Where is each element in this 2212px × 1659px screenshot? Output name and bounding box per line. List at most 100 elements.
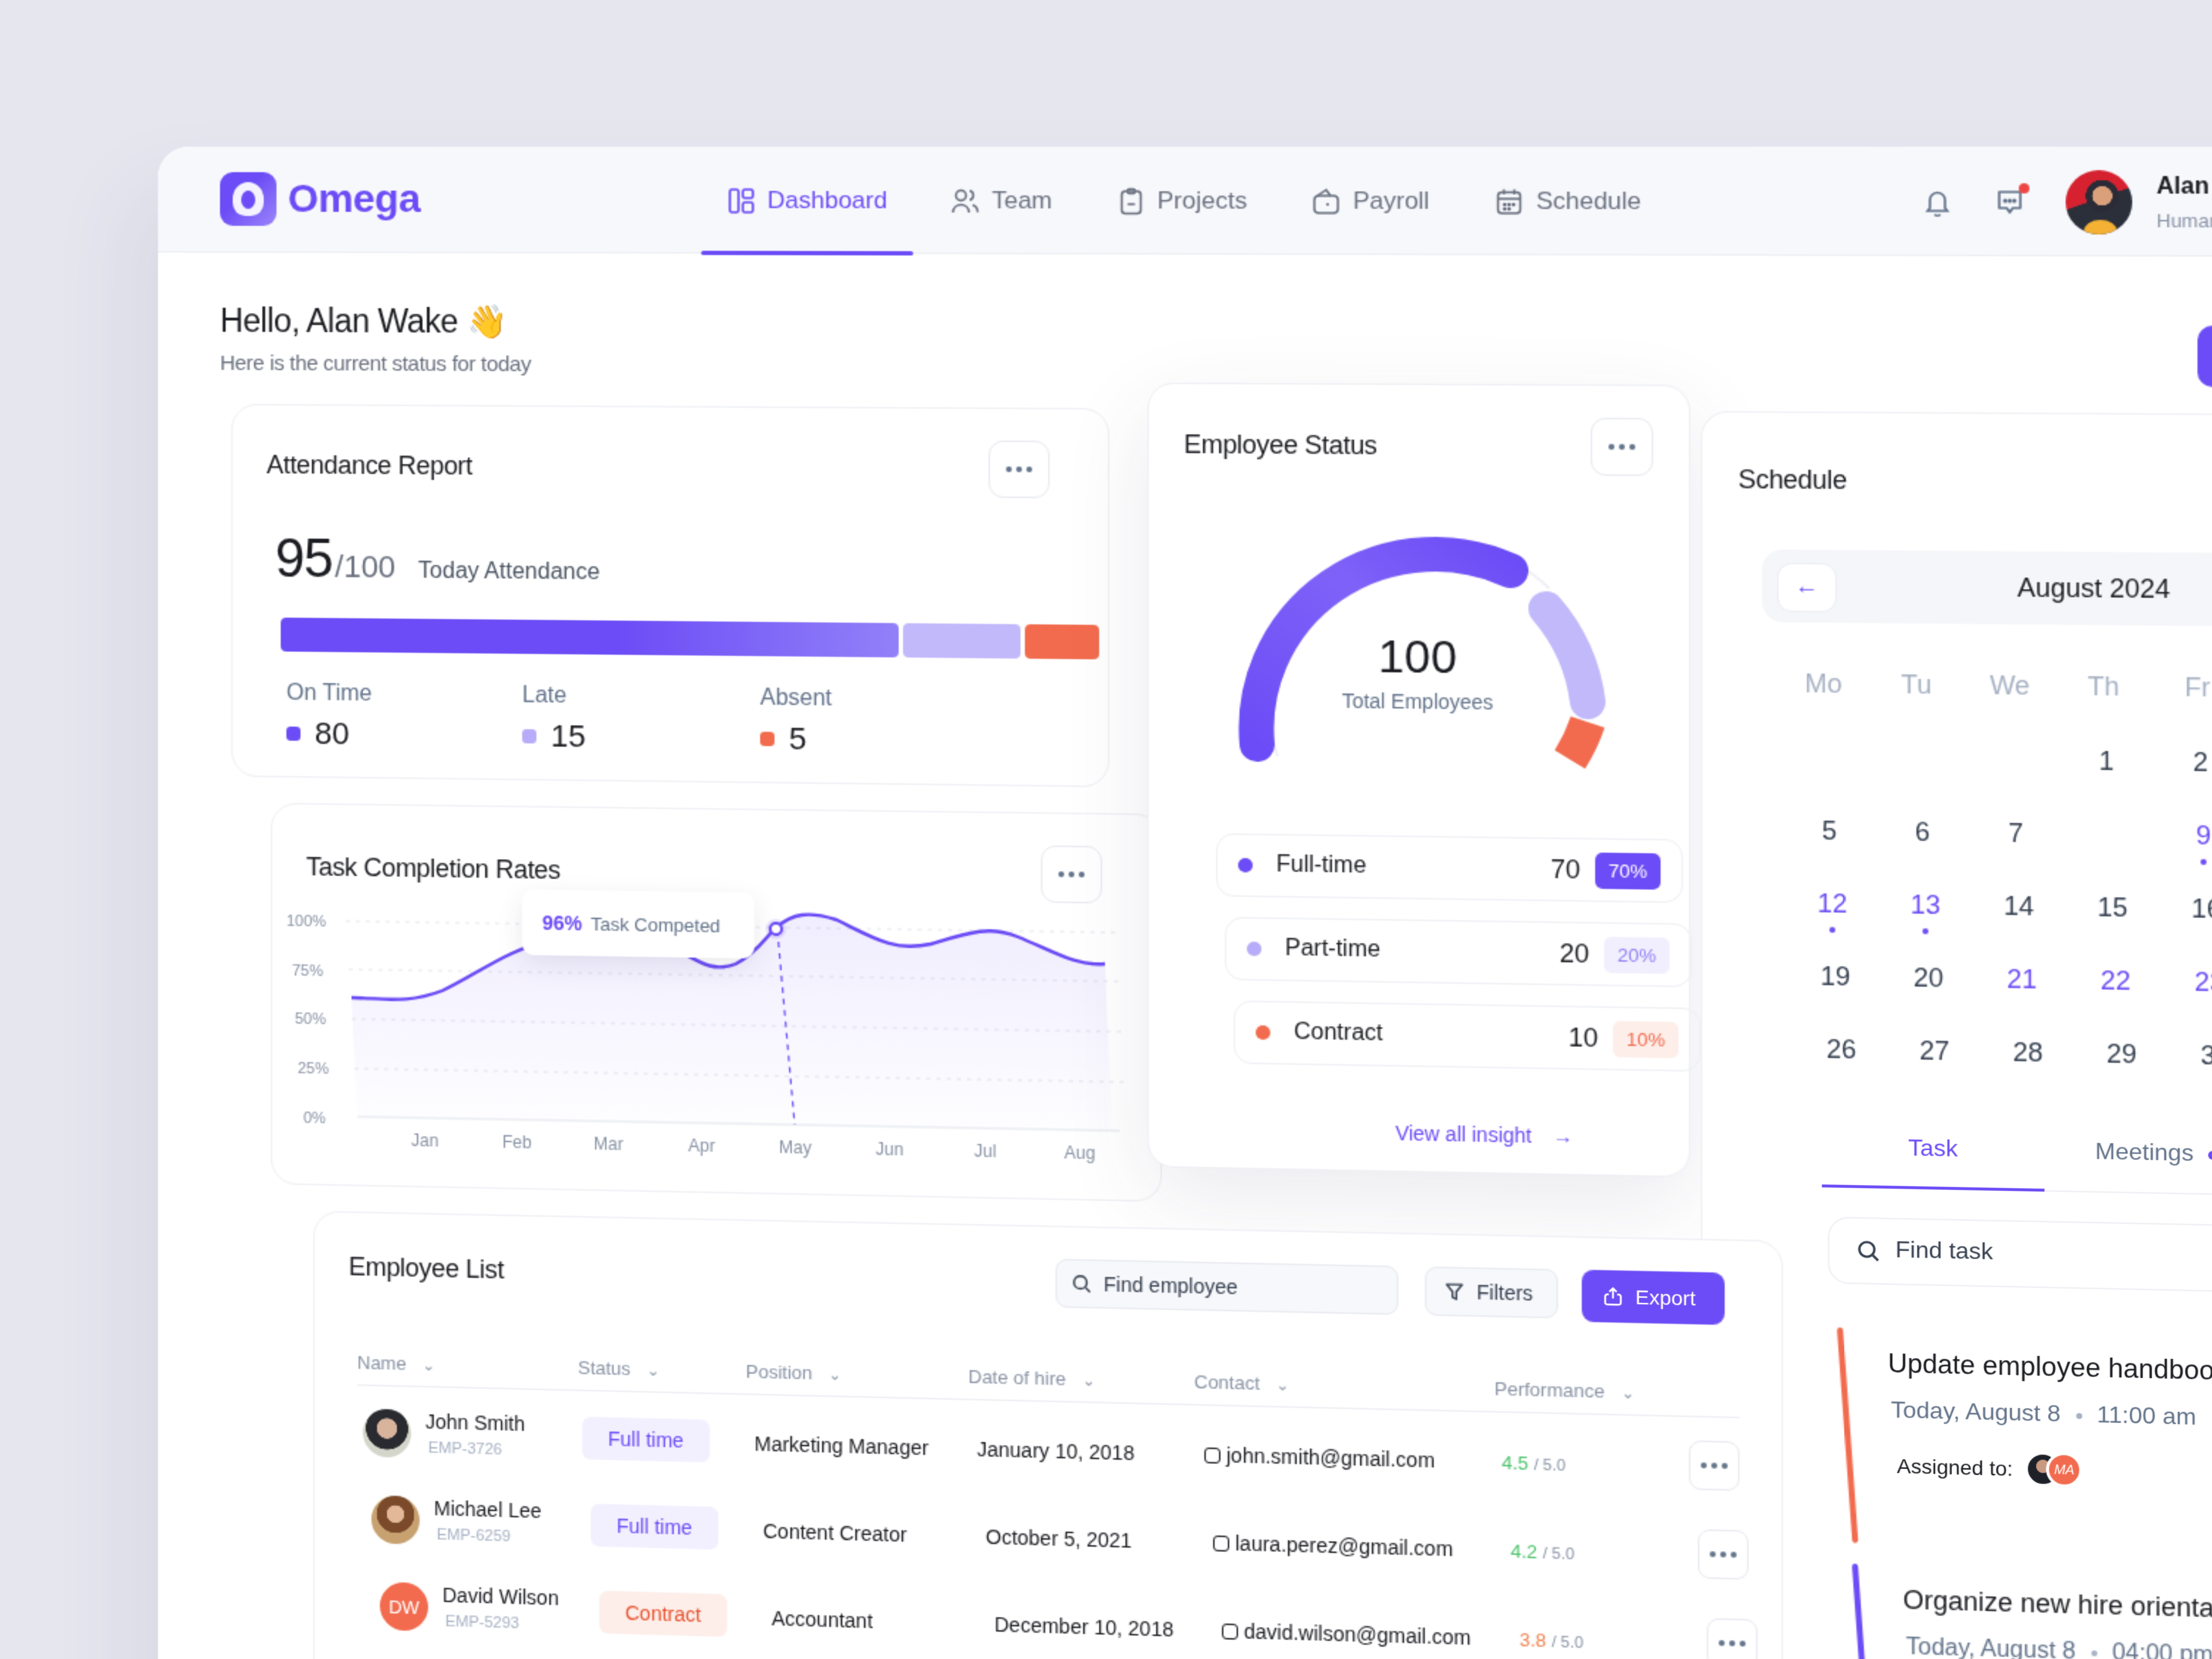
column-header-contact[interactable]: Contact bbox=[1194, 1371, 1289, 1395]
email-contact[interactable]: laura.perez@gmail.com bbox=[1213, 1531, 1453, 1560]
more-options-button[interactable] bbox=[988, 440, 1050, 499]
nav-projects[interactable]: Projects bbox=[1084, 147, 1279, 254]
export-button[interactable]: Ex bbox=[2197, 325, 2212, 388]
row-more-button[interactable] bbox=[1698, 1529, 1749, 1580]
total-employees-value: 100 bbox=[1378, 630, 1457, 683]
on-time-swatch bbox=[286, 726, 301, 741]
y-tick: 50% bbox=[295, 1010, 326, 1028]
calendar-day-range[interactable]: 23 bbox=[2194, 967, 2212, 997]
nav-label: Projects bbox=[1157, 186, 1247, 214]
user-name: Alan Peter W bbox=[2156, 174, 2212, 199]
find-employee-placeholder: Find employee bbox=[1103, 1272, 1238, 1299]
calendar-day[interactable]: 14 bbox=[2004, 891, 2034, 921]
calendar-day[interactable]: 16 bbox=[2191, 894, 2212, 924]
task-item[interactable]: Update employee handbook Today, August 8… bbox=[1836, 1327, 2212, 1543]
calendar-day[interactable]: 15 bbox=[2097, 893, 2128, 923]
calendar-day[interactable]: 19 bbox=[1820, 961, 1851, 992]
calendar-day-today[interactable]: 8 bbox=[2063, 819, 2157, 856]
status-row-contract[interactable]: Contract 10 10% bbox=[1234, 1000, 1701, 1072]
attendance-label: Today Attendance bbox=[418, 559, 600, 585]
gauge-center: 100 Total Employees bbox=[1149, 628, 1689, 716]
prev-month-button[interactable]: ← bbox=[1777, 562, 1837, 613]
task-color-bar bbox=[1836, 1327, 1859, 1543]
nav-label: Team bbox=[992, 186, 1053, 214]
filter-icon bbox=[1444, 1281, 1465, 1302]
more-dots-icon bbox=[1710, 1551, 1737, 1558]
calendar-month: August 2024 bbox=[2017, 573, 2171, 604]
more-dots-icon bbox=[1718, 1640, 1746, 1647]
calendar-day[interactable]: 2 bbox=[2193, 747, 2208, 777]
omega-logo-icon bbox=[220, 172, 276, 226]
performance-score: 3.8 / 5.0 bbox=[1519, 1629, 1584, 1653]
search-icon bbox=[1071, 1273, 1092, 1294]
svg-text:May: May bbox=[779, 1138, 812, 1158]
row-more-button[interactable] bbox=[1706, 1618, 1758, 1659]
chart-tooltip: 96% Task Competed bbox=[522, 889, 754, 959]
column-header-position[interactable]: Position bbox=[746, 1361, 841, 1384]
attendance-summary: 95 /100 Today Attendance bbox=[275, 530, 600, 594]
column-header-status[interactable]: Status bbox=[578, 1357, 660, 1380]
calendar-day[interactable]: 28 bbox=[2012, 1037, 2043, 1068]
nav-dashboard[interactable]: Dashboard bbox=[695, 147, 919, 254]
late-swatch bbox=[522, 729, 537, 744]
messages-button[interactable] bbox=[1993, 183, 2030, 218]
row-more-button[interactable] bbox=[1688, 1440, 1740, 1491]
user-role: Human Resour bbox=[2156, 209, 2212, 231]
calendar-day[interactable]: 5 bbox=[1822, 816, 1837, 846]
column-header-date-of-hire[interactable]: Date of hire bbox=[968, 1366, 1095, 1390]
status-badge: 70% bbox=[1595, 852, 1661, 889]
status-badge: 20% bbox=[1604, 936, 1670, 973]
user-avatar bbox=[2065, 170, 2132, 235]
calendar-day[interactable]: 26 bbox=[1826, 1035, 1857, 1065]
tab-task[interactable]: Task bbox=[1822, 1124, 2044, 1190]
logo[interactable]: Omega bbox=[220, 172, 420, 226]
nav-team[interactable]: Team bbox=[919, 147, 1084, 254]
filters-button[interactable]: Filters bbox=[1424, 1266, 1558, 1318]
calendar-day-event[interactable]: 9 bbox=[2157, 820, 2212, 857]
bell-icon[interactable] bbox=[1921, 186, 1954, 218]
user-profile[interactable]: Alan Peter W Human Resour bbox=[2065, 170, 2212, 235]
column-header-performance[interactable]: Performance bbox=[1494, 1378, 1635, 1403]
find-employee-input[interactable]: Find employee bbox=[1055, 1259, 1399, 1315]
attendance-value: 95 bbox=[275, 529, 332, 590]
nav-label: Dashboard bbox=[767, 186, 888, 213]
status-row-full-time[interactable]: Full-time 70 70% bbox=[1216, 833, 1683, 903]
export-button[interactable]: Export bbox=[1582, 1270, 1725, 1325]
calendar-day[interactable]: 30 bbox=[2200, 1041, 2212, 1071]
nav-schedule[interactable]: Schedule bbox=[1462, 147, 1674, 255]
card-title: Employee Status bbox=[1183, 430, 1377, 460]
email-contact[interactable]: david.wilson@gmail.com bbox=[1222, 1619, 1471, 1649]
task-item[interactable]: Organize new hire orientation Today, Aug… bbox=[1852, 1563, 2212, 1659]
assignee-avatar: MA bbox=[2046, 1452, 2083, 1488]
svg-text:Feb: Feb bbox=[502, 1132, 532, 1152]
tab-meetings[interactable]: Meetings bbox=[2045, 1127, 2212, 1194]
calendar-day[interactable]: 20 bbox=[1913, 963, 1944, 993]
calendar-day-event[interactable]: 13 bbox=[1879, 890, 1972, 926]
more-options-button[interactable] bbox=[1590, 418, 1653, 477]
task-title: Update employee handbook bbox=[1888, 1349, 2212, 1386]
clipboard-icon bbox=[1116, 186, 1145, 215]
column-header-name[interactable]: Name bbox=[357, 1352, 435, 1375]
calendar-day-event[interactable]: 12 bbox=[1786, 888, 1879, 925]
calendar-day[interactable]: 1 bbox=[2099, 746, 2114, 776]
notification-dot bbox=[2018, 183, 2030, 194]
calendar-day[interactable]: 6 bbox=[1915, 817, 1930, 847]
top-right-actions: Alan Peter W Human Resour bbox=[1921, 170, 2212, 235]
task-datetime: Today, August 8 11:00 am bbox=[1891, 1398, 2196, 1431]
legend-absent: Absent 5 bbox=[760, 686, 832, 757]
status-badge: Full time bbox=[582, 1417, 710, 1463]
calendar-day[interactable]: 27 bbox=[1919, 1036, 1950, 1066]
calendar-day-range[interactable]: 21 bbox=[2006, 965, 2037, 994]
calendar-day[interactable]: 29 bbox=[2106, 1039, 2137, 1069]
find-task-input[interactable]: Find task bbox=[1828, 1216, 2212, 1299]
nav-payroll[interactable]: Payroll bbox=[1279, 147, 1462, 255]
nav-label: Payroll bbox=[1353, 186, 1430, 214]
performance-score: 4.2 / 5.0 bbox=[1510, 1540, 1575, 1564]
email-contact[interactable]: john.smith@gmail.com bbox=[1204, 1443, 1435, 1472]
view-all-insight-link[interactable]: View all insight → bbox=[1395, 1121, 1573, 1148]
calendar-day[interactable]: 7 bbox=[2008, 818, 2024, 848]
tooltip-label: Task Competed bbox=[591, 912, 721, 936]
calendar-day-range[interactable]: 22 bbox=[2100, 966, 2131, 996]
status-row-part-time[interactable]: Part-time 20 20% bbox=[1224, 917, 1692, 988]
